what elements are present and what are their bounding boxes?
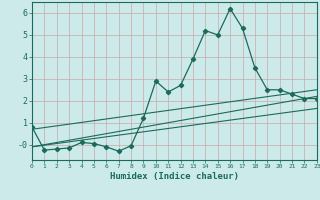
X-axis label: Humidex (Indice chaleur): Humidex (Indice chaleur) bbox=[110, 172, 239, 181]
